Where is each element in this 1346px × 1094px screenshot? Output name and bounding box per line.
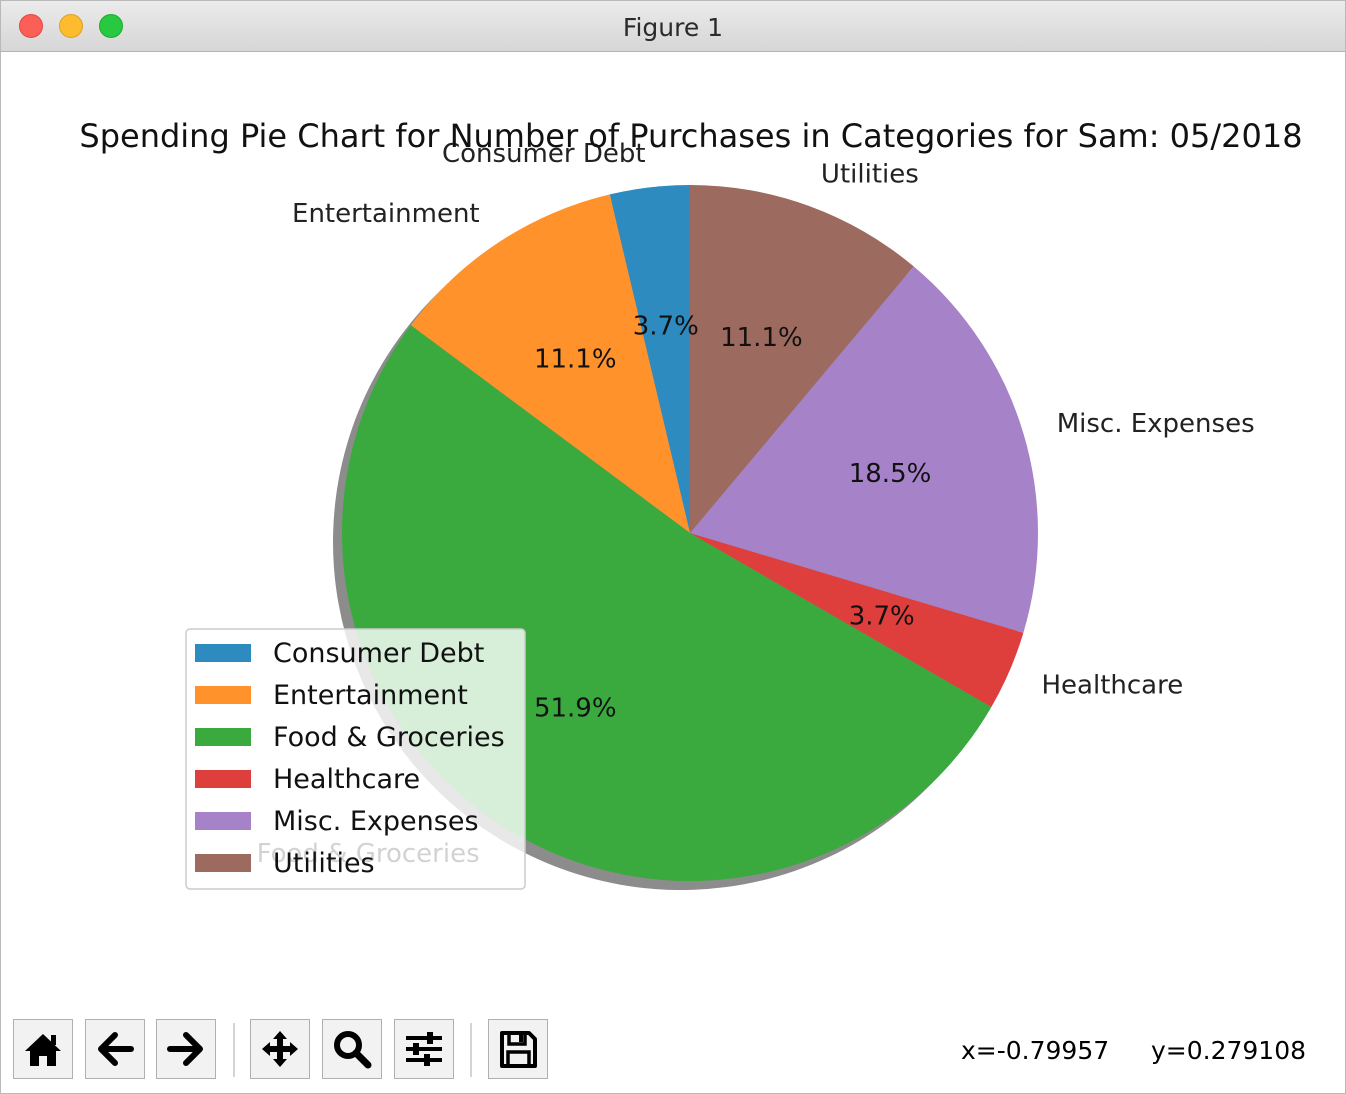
zoom-button[interactable] [322,1019,382,1079]
legend-label-utilities: Utilities [273,848,375,879]
save-button[interactable] [488,1019,548,1079]
cursor-x-readout: x=-0.79957 [961,1036,1110,1065]
toolbar-separator [233,1023,235,1077]
pan-button[interactable] [250,1019,310,1079]
minimize-window-button[interactable] [59,14,83,38]
home-icon [25,1034,61,1066]
slice-healthcare [690,533,1024,707]
toolbar-separator [470,1023,472,1077]
floppy-disk-icon [500,1031,537,1068]
slice-utilities [690,185,914,533]
close-window-button[interactable] [19,14,43,38]
legend-box [185,628,526,890]
navigation-toolbar: x=-0.79957 y=0.279108 [1,1009,1345,1093]
slice-entertainment [410,194,690,534]
slice-label-healthcare: Healthcare [1041,671,1183,701]
legend-swatch-misc-expenses [195,812,251,830]
slice-percent-consumer-debt: 3.7% [633,312,699,342]
maximize-window-button[interactable] [99,14,123,38]
home-button[interactable] [13,1019,73,1079]
legend: Consumer Debt Entertainment Food & Groceri… [185,628,526,890]
pie-chart: Consumer Debt Entertainment Food & Groceri… [79,117,1303,890]
slice-label-misc-expenses: Misc. Expenses [1057,409,1255,439]
legend-label-misc-expenses: Misc. Expenses [273,806,479,837]
slice-label-consumer-debt: Consumer Debt [442,139,646,169]
legend-label-entertainment: Entertainment [273,680,468,711]
legend-swatch-healthcare [195,770,251,788]
slice-percent-food-groceries: 51.9% [534,693,617,723]
legend-label-food-groceries: Food & Groceries [273,722,505,753]
title-bar: Figure 1 [1,1,1345,52]
magnifier-icon [334,1031,372,1069]
move-icon [262,1031,298,1067]
legend-swatch-consumer-debt [195,644,251,662]
slice-consumer-debt [609,185,690,533]
legend-swatch-utilities [195,854,251,872]
slice-misc-expenses [690,266,1038,633]
forward-button[interactable] [156,1019,216,1079]
arrow-right-icon [167,1032,203,1066]
window-title: Figure 1 [622,13,724,42]
legend-swatch-entertainment [195,686,251,704]
sliders-icon [406,1032,442,1066]
legend-label-healthcare: Healthcare [273,764,420,795]
configure-subplots-button[interactable] [394,1019,454,1079]
legend-label-consumer-debt: Consumer Debt [273,638,484,669]
slice-label-entertainment: Entertainment [292,199,480,229]
cursor-y-readout: y=0.279108 [1151,1036,1307,1065]
back-button[interactable] [85,1019,145,1079]
slice-label-utilities: Utilities [821,159,919,189]
slice-percent-entertainment: 11.1% [534,345,617,375]
chart-title: Spending Pie Chart for Number of Purchas… [79,117,1302,155]
slice-percent-utilities: 11.1% [720,323,803,353]
legend-swatch-food-groceries [195,728,251,746]
slice-percent-healthcare: 3.7% [849,602,915,632]
slice-percent-misc-expenses: 18.5% [849,459,932,489]
arrow-left-icon [98,1032,134,1066]
